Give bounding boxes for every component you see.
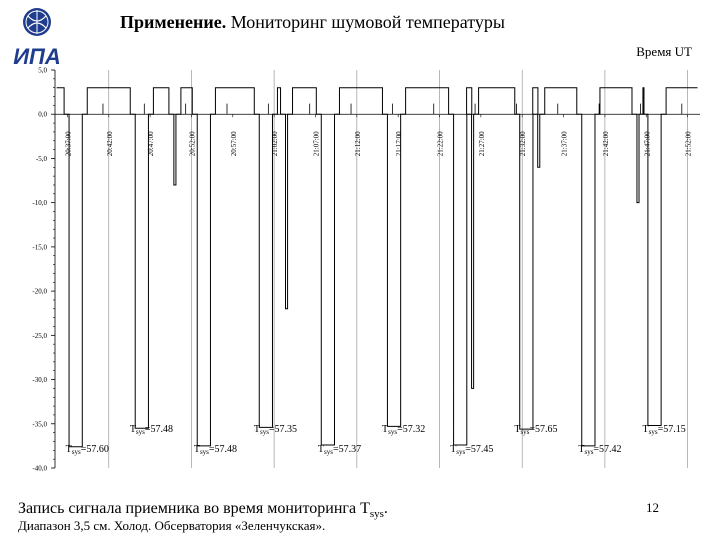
time-tick-label: 20:47:00	[147, 131, 155, 156]
institute-logo: ИПА	[13, 8, 61, 69]
y-tick-label: 5,0	[38, 67, 47, 75]
tsys-label: Tsys=57.42	[578, 444, 621, 456]
tsys-label: Tsys=57.60	[66, 444, 109, 456]
y-tick-label: -20,0	[32, 288, 47, 296]
time-tick-label: 20:42:00	[106, 131, 114, 156]
time-tick-label: 20:57:00	[230, 131, 238, 156]
y-tick-label: -30,0	[32, 376, 47, 384]
time-tick-label: 21:27:00	[478, 131, 486, 156]
time-tick-label: 20:52:00	[188, 131, 196, 156]
time-tick-label: 21:32:00	[519, 131, 527, 156]
time-tick-label: 21:12:00	[354, 131, 362, 156]
time-tick-label: 20:37:00	[64, 131, 72, 156]
time-tick-label: 21:07:00	[312, 131, 320, 156]
tsys-label: Tsys=57.35	[254, 424, 297, 436]
slide-title: Применение. Мониторинг шумовой температу…	[120, 12, 505, 32]
y-tick-label: 0,0	[38, 111, 47, 119]
tsys-label: Tsys=57.32	[382, 424, 425, 436]
time-tick-label: 21:22:00	[437, 131, 445, 156]
tsys-label: Tsys=57.37	[318, 444, 361, 456]
y-tick-label: -10,0	[32, 199, 47, 207]
noise-temperature-chart: 5,0 0,0 -5,0 -10,0 -15,0 -20,0 -25,0 -30,0 -35,0…	[32, 67, 700, 473]
tsys-label: Tsys=57.48	[194, 444, 237, 456]
y-tick-label: -40,0	[32, 465, 47, 473]
tsys-label: Tsys=57.48	[130, 424, 173, 436]
time-axis-label: Время UT	[636, 44, 692, 59]
observatory-footnote: Диапазон 3,5 см. Холод. Обсерватория «Зе…	[18, 518, 326, 533]
y-tick-label: -25,0	[32, 332, 47, 340]
y-tick-label: -15,0	[32, 243, 47, 251]
signal-trace	[56, 87, 698, 448]
tsys-label: Tsys=57.45	[450, 444, 493, 456]
time-tick-label: 21:52:00	[685, 131, 693, 156]
time-tick-label: 21:42:00	[602, 131, 610, 156]
time-tick-label: 21:02:00	[271, 131, 279, 156]
tsys-label: Tsys=57.65	[514, 424, 557, 436]
time-tick-label: 21:17:00	[395, 131, 403, 156]
svg-text:ИПА: ИПА	[13, 44, 61, 69]
page-number: 12	[646, 500, 659, 515]
y-tick-label: -5,0	[36, 155, 48, 163]
time-tick-label: 21:47:00	[643, 131, 651, 156]
figure-caption: Запись сигнала приемника во время монито…	[18, 500, 388, 521]
y-tick-label: -35,0	[32, 420, 47, 428]
time-tick-label: 21:37:00	[561, 131, 569, 156]
tsys-label: Tsys=57.15	[643, 424, 686, 436]
